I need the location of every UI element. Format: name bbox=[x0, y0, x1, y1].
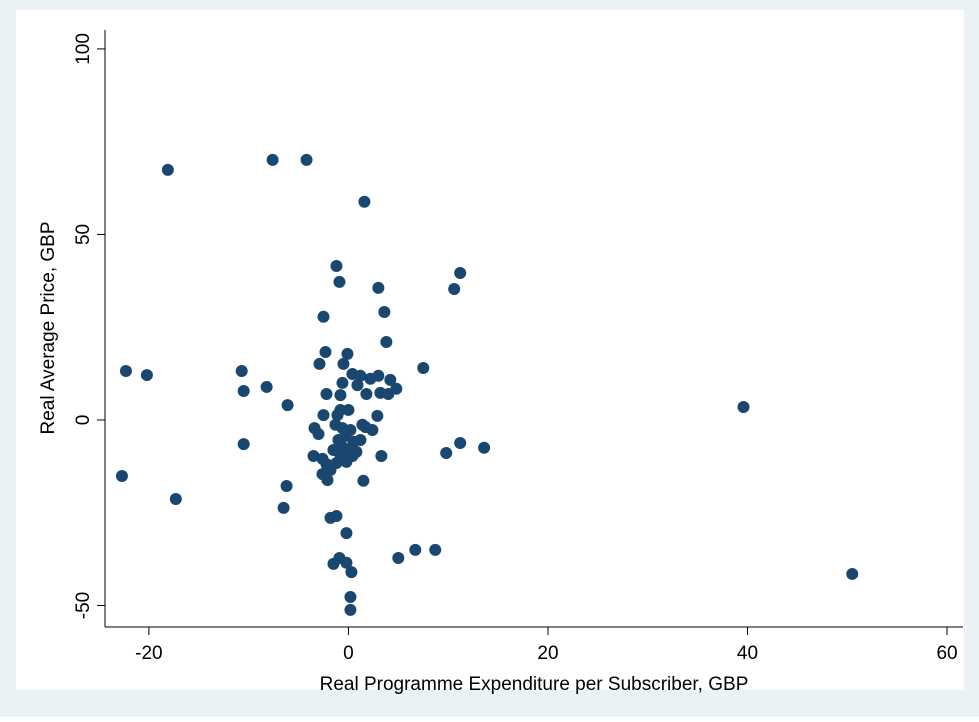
point bbox=[330, 259, 343, 272]
point bbox=[266, 153, 279, 166]
point bbox=[380, 336, 393, 349]
y-tick-label: -50 bbox=[73, 592, 94, 619]
plot-background bbox=[16, 10, 964, 690]
point bbox=[319, 346, 332, 359]
point bbox=[336, 376, 349, 389]
point bbox=[737, 400, 750, 413]
point bbox=[331, 409, 344, 422]
point bbox=[321, 474, 334, 487]
point bbox=[337, 357, 350, 370]
y-tick-label: 100 bbox=[73, 33, 94, 65]
point bbox=[280, 480, 293, 493]
x-tick-label: 60 bbox=[936, 643, 957, 664]
point bbox=[340, 455, 353, 468]
point bbox=[119, 364, 132, 377]
point bbox=[277, 501, 290, 514]
point bbox=[235, 364, 248, 377]
point bbox=[312, 428, 325, 441]
point bbox=[340, 556, 353, 569]
point bbox=[351, 379, 364, 392]
point bbox=[409, 543, 422, 556]
point bbox=[333, 275, 346, 288]
point bbox=[340, 527, 353, 540]
point bbox=[454, 436, 467, 449]
point bbox=[237, 438, 250, 451]
point bbox=[357, 474, 370, 487]
x-axis-label: Real Programme Expenditure per Subscribe… bbox=[320, 674, 749, 695]
point bbox=[354, 369, 367, 382]
point bbox=[478, 441, 491, 454]
point bbox=[324, 511, 337, 524]
point bbox=[359, 421, 372, 434]
x-tick-label: -20 bbox=[135, 643, 162, 664]
point bbox=[300, 153, 313, 166]
point bbox=[169, 492, 182, 505]
point bbox=[372, 281, 385, 294]
x-tick-label: 20 bbox=[537, 643, 558, 664]
point bbox=[313, 357, 326, 370]
y-tick-label: 50 bbox=[73, 224, 94, 245]
point bbox=[317, 310, 330, 323]
point bbox=[454, 267, 467, 280]
point bbox=[281, 399, 294, 412]
x-tick-label: 0 bbox=[343, 643, 354, 664]
point bbox=[342, 403, 355, 416]
point bbox=[327, 444, 340, 457]
point bbox=[161, 163, 174, 176]
point bbox=[375, 449, 388, 462]
point bbox=[334, 389, 347, 402]
point bbox=[345, 566, 358, 579]
point bbox=[344, 603, 357, 616]
point bbox=[344, 590, 357, 603]
point bbox=[429, 543, 442, 556]
x-tick-label: 40 bbox=[737, 643, 758, 664]
point bbox=[378, 305, 391, 318]
point bbox=[448, 282, 461, 295]
point bbox=[384, 373, 397, 386]
point bbox=[392, 551, 405, 564]
point bbox=[374, 386, 387, 399]
y-axis-label: Real Average Price, GBP bbox=[38, 222, 59, 435]
point bbox=[317, 409, 330, 422]
point bbox=[364, 372, 377, 385]
point bbox=[237, 385, 250, 398]
point bbox=[371, 409, 384, 422]
point bbox=[846, 567, 859, 580]
point bbox=[360, 387, 373, 400]
point bbox=[354, 433, 367, 446]
point bbox=[341, 347, 354, 360]
point bbox=[327, 557, 340, 570]
point bbox=[140, 369, 153, 382]
point bbox=[417, 362, 430, 375]
point bbox=[440, 446, 453, 459]
point bbox=[358, 195, 371, 208]
y-tick-label: 0 bbox=[73, 415, 94, 426]
point bbox=[320, 387, 333, 400]
point bbox=[115, 469, 128, 482]
point bbox=[260, 380, 273, 393]
